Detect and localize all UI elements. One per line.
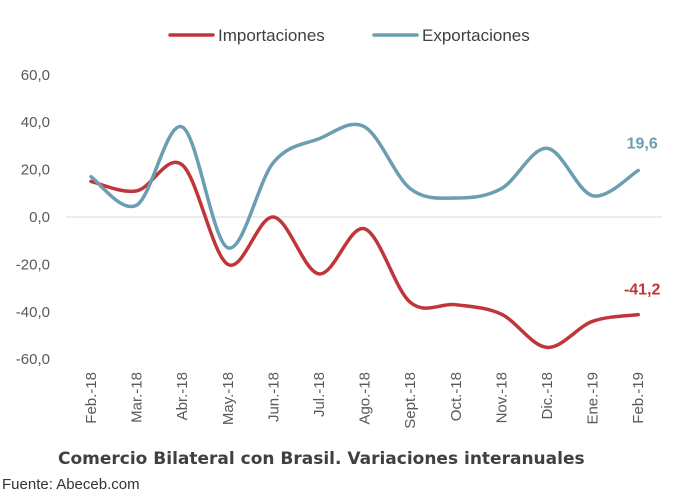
y-axis: 60,0 40,0 20,0 0,0 -20,0 -40,0 -60,0 [16,67,50,368]
y-tick-label: -60,0 [16,351,50,368]
y-tick-label: 0,0 [29,209,50,226]
x-tick-label: Ene.-19 [585,372,602,425]
x-tick-label: Abr.-18 [174,372,191,420]
legend-item-label: Exportaciones [422,26,530,45]
x-axis: Feb.-18 Mar.-18 Abr.-18 May.-18 Jun.-18 Jul.-… [83,372,647,429]
x-tick-label: Feb.-19 [630,372,647,424]
line-chart: Importaciones Exportaciones 60,0 40,0 20,0 0… [16,26,662,429]
x-tick-label: Nov.-18 [493,372,510,423]
x-tick-label: Oct.-18 [448,372,465,421]
x-tick-label: Sept.-18 [402,372,419,429]
x-tick-label: Feb.-18 [83,372,100,424]
y-tick-label: 20,0 [21,162,50,179]
x-tick-label: Mar.-18 [129,372,146,423]
series-group: -41,2 19,6 [89,122,661,350]
x-tick-label: Dic.-18 [539,372,556,420]
y-tick-label: -40,0 [16,304,50,321]
chart-legend: Importaciones Exportaciones [168,26,530,45]
legend-item-label: Importaciones [218,26,325,45]
x-tick-label: Jun.-18 [265,372,282,422]
y-tick-label: 60,0 [21,67,50,84]
source-note: Fuente: Abeceb.com [2,476,140,493]
y-tick-label: -20,0 [16,256,50,273]
series-line-importaciones [89,160,640,350]
y-tick-label: 40,0 [21,114,50,131]
end-value-label: -41,2 [624,282,661,299]
x-tick-label: May.-18 [220,372,237,425]
chart-caption: Comercio Bilateral con Brasil. Variacion… [58,449,585,469]
series-line-exportaciones [89,122,640,250]
x-tick-label: Ago.-18 [357,372,374,425]
end-value-label: 19,6 [627,136,658,153]
x-tick-label: Jul.-18 [311,372,328,417]
